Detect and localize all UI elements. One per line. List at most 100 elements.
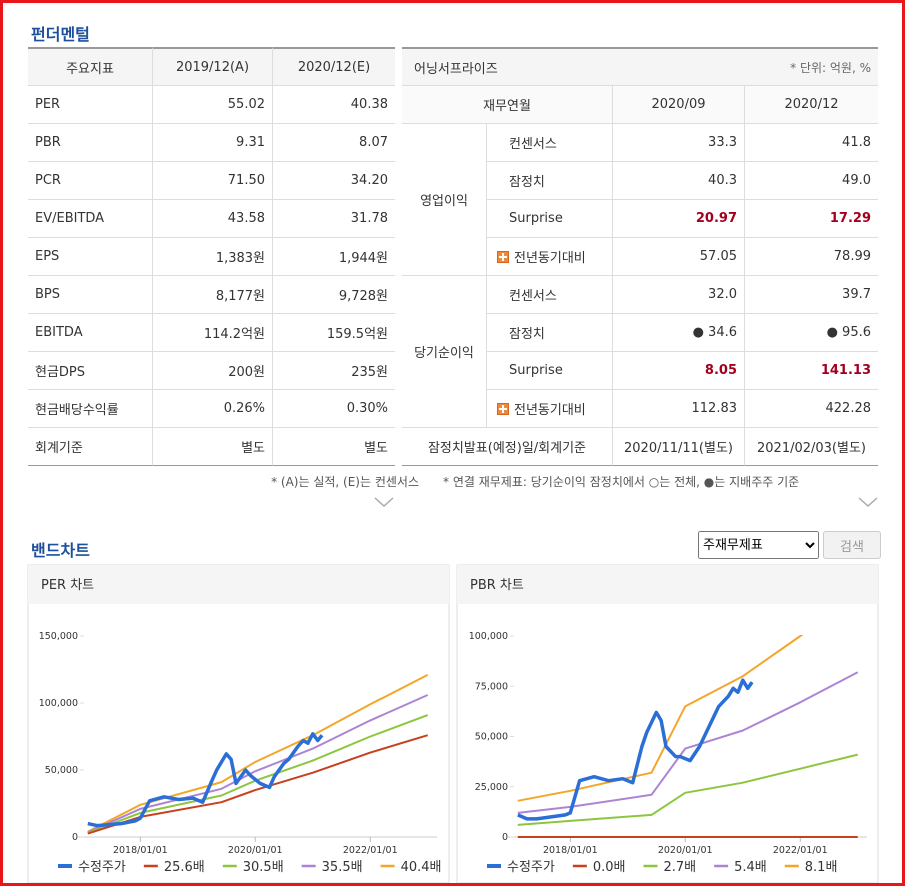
y-tick-label: 50,000 (45, 765, 78, 776)
cell-text: 2019/12(A) (175, 59, 250, 75)
chart: PBR 차트 0 25,000 50,000 75,000 100,000 2018/01/… (456, 564, 879, 883)
cell-text: 별도 (241, 441, 265, 456)
cell-text: 422.28 (825, 401, 872, 416)
table-cell: 20.97 (613, 200, 745, 238)
legend-label: 40.4배 (401, 860, 442, 875)
cell-text: 1,383원 (215, 251, 265, 266)
legend-label: 수정주가 (78, 860, 126, 875)
cell-text: 34.20 (350, 173, 388, 188)
cell-text: 32.0 (708, 287, 737, 302)
cell-text: 컨센서스 (509, 289, 557, 304)
expand-icon[interactable] (373, 495, 395, 509)
cell-text: EV/EBITDA (35, 211, 105, 226)
table-cell: 별도 (153, 428, 273, 466)
table-cell: * 단위: 억원, % (640, 47, 878, 86)
note: * 연결 재무제표: 당기순이익 잠정치에서 ○는 전체, ●는 지배주주 기준 (443, 475, 800, 489)
legend-label: 5.4배 (734, 860, 767, 875)
chart-header (457, 565, 878, 604)
cell-text: 현금DPS (35, 365, 86, 380)
cell-text: 0.30% (346, 401, 388, 416)
cell-text: 회계기준 (35, 441, 83, 456)
legend-label: 0.0배 (593, 860, 626, 875)
table-cell: 34.20 (273, 162, 395, 200)
cell-text: ● 95.6 (826, 325, 871, 340)
table-cell: 전년동기대비 (487, 390, 613, 428)
x-tick-label: 2020/01/01 (228, 845, 283, 856)
cell-text: 2021/02/03(별도) (757, 441, 866, 456)
table-cell: EBITDA (28, 314, 153, 352)
table-cell: 31.78 (273, 200, 395, 238)
table-cell: 32.0 (613, 276, 745, 314)
table-cell: 0.30% (273, 390, 395, 428)
table-cell: 41.8 (745, 124, 878, 162)
cell-text: 8.07 (359, 135, 388, 150)
table-cell: 78.99 (745, 238, 878, 276)
cell-text: PCR (35, 173, 61, 188)
note: * (A)는 실적, (E)는 컨센서스 (271, 475, 419, 489)
cell-text: 20.97 (695, 211, 737, 226)
table-cell: 어닝서프라이즈 (402, 47, 640, 86)
table-cell: 200원 (153, 352, 273, 390)
legend-label: 8.1배 (805, 860, 838, 875)
y-tick-label: 100,000 (39, 698, 78, 709)
legend-label: 30.5배 (243, 860, 284, 875)
cell-text: 현금배당수익률 (35, 403, 119, 418)
table-cell: 2020/12(E) (273, 47, 395, 86)
cell-text: * 단위: 억원, % (790, 60, 871, 75)
cell-text: 어닝서프라이즈 (414, 61, 498, 77)
statement-select[interactable]: 주재무제표 (698, 531, 819, 559)
legend-label: 수정주가 (507, 860, 555, 875)
table-cell: 114.2억원 (153, 314, 273, 352)
cell-text: 71.50 (227, 173, 265, 188)
table-cell: Surprise (487, 200, 613, 238)
table-cell: 33.3 (613, 124, 745, 162)
table-cell: 회계기준 (28, 428, 153, 466)
cell-text: 141.13 (820, 363, 871, 378)
table-cell: Surprise (487, 352, 613, 390)
table-cell: 1,383원 (153, 238, 273, 276)
cell-text: 영업이익 (420, 194, 468, 209)
cell-text: 9.31 (236, 135, 265, 150)
cell-text: 39.7 (842, 287, 871, 302)
cell-text: ● 34.6 (692, 325, 737, 340)
search-button[interactable]: 검색 (823, 531, 881, 559)
table-cell: 112.83 (613, 390, 745, 428)
cell-text: 200원 (228, 365, 265, 380)
table-cell: 141.13 (745, 352, 878, 390)
table-cell: 17.29 (745, 200, 878, 238)
plus-icon[interactable] (497, 250, 509, 263)
section-title: 펀더멘털 (31, 25, 90, 44)
cell-text: 잠정치 (509, 327, 545, 342)
legend-label: 25.6배 (164, 860, 205, 875)
expand-icon[interactable] (857, 495, 879, 509)
table-cell: 현금배당수익률 (28, 390, 153, 428)
x-tick-label: 2018/01/01 (113, 845, 168, 856)
series-line (87, 694, 429, 834)
cell-text: 별도 (364, 441, 388, 456)
cell-text: 49.0 (842, 173, 871, 188)
chart-panel (27, 564, 450, 883)
x-tick-label: 2022/01/01 (773, 845, 828, 856)
series-line (517, 753, 858, 826)
cell-text: 17.29 (829, 211, 871, 226)
table-cell: 57.05 (613, 238, 745, 276)
y-tick-label: 25,000 (475, 782, 508, 793)
table-cell: 잠정치발표(예정)일/회계기준 (402, 428, 613, 466)
cell-text: 잠정치발표(예정)일/회계기준 (427, 441, 587, 456)
cell-text: 9,728원 (338, 289, 388, 304)
legend-label: 2.7배 (663, 860, 696, 875)
table-cell: 1,944원 (273, 238, 395, 276)
series-line (517, 678, 754, 821)
series-line (87, 732, 324, 828)
chart-header (28, 565, 449, 604)
table-cell: 43.58 (153, 200, 273, 238)
table-cell: 전년동기대비 (487, 238, 613, 276)
table-cell: PER (28, 86, 153, 124)
charts: PER 차트 0 50,000 100,000 150,000 2018/01/01 202… (27, 564, 879, 883)
cell-text: 당기순이익 (414, 346, 474, 361)
cell-text: 159.5억원 (326, 327, 388, 342)
plus-icon[interactable] (497, 402, 509, 415)
cell-text: 주요지표 (66, 61, 114, 77)
table-cell: 2019/12(A) (153, 47, 273, 86)
